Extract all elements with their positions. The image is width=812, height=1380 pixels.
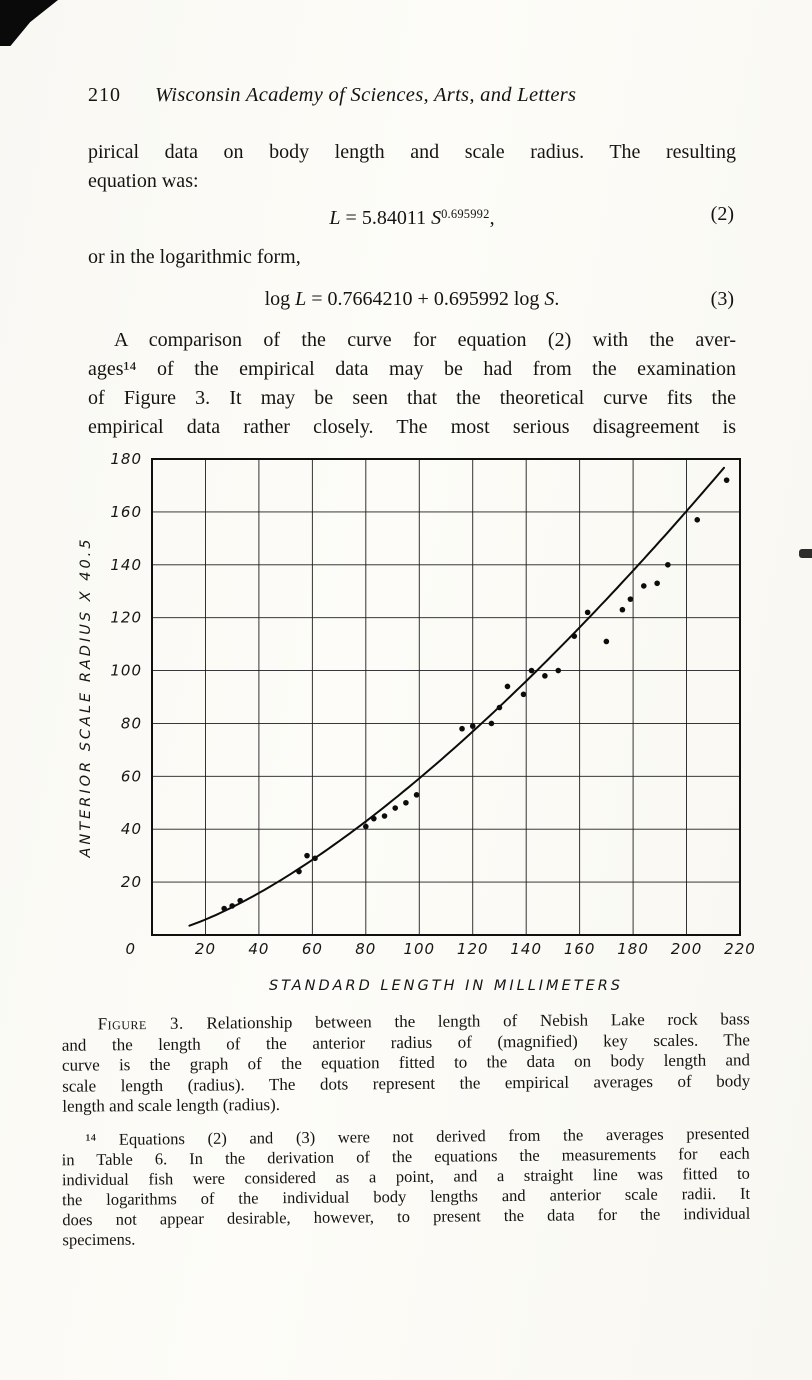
svg-text:120: 120 <box>457 940 489 958</box>
equation-2-expression: L = 5.84011 S0.695992, <box>88 201 736 231</box>
paragraph-intro: pirical data on body length and scale ra… <box>88 138 736 196</box>
journal-title: Wisconsin Academy of Sciences, Arts, and… <box>155 84 577 106</box>
svg-text:140: 140 <box>110 556 142 574</box>
svg-text:20: 20 <box>121 873 142 891</box>
equation-3-terms: = 0.7664210 + 0.695992 log <box>306 288 545 310</box>
svg-text:200: 200 <box>671 940 703 958</box>
svg-text:180: 180 <box>617 940 649 958</box>
svg-text:160: 160 <box>110 503 142 521</box>
svg-text:40: 40 <box>121 820 142 838</box>
svg-text:60: 60 <box>302 940 323 958</box>
svg-text:100: 100 <box>403 940 435 958</box>
footnote-14: ¹⁴ Equations (2) and (3) were not derive… <box>61 1124 751 1251</box>
figure-3: 20 40 60 80 100 120 140 160 180 200 220 20 40 60 80 100… <box>60 445 760 1005</box>
svg-text:220: 220 <box>724 940 756 958</box>
equation-3-log: log <box>264 288 296 310</box>
svg-text:160: 160 <box>564 940 596 958</box>
svg-text:0: 0 <box>125 940 136 958</box>
figure-plot: 20 40 60 80 100 120 140 160 180 200 220 20 40 60 80 100… <box>78 450 756 994</box>
svg-text:120: 120 <box>110 609 142 627</box>
equation-3-punctuation: . <box>554 288 560 310</box>
equation-3: log L = 0.7664210 + 0.695992 log S. (3) <box>88 286 736 312</box>
equation-2: L = 5.84011 S0.695992, (2) <box>88 201 736 231</box>
paragraph-comparison: A comparison of the curve for equation (… <box>88 326 736 442</box>
text-line: equation was: <box>88 170 199 192</box>
equation-3-variable-L: L <box>295 288 307 310</box>
text-line: pirical data on body length and scale ra… <box>88 141 736 163</box>
svg-text:60: 60 <box>121 767 142 785</box>
caption-text: Relationship between the length of Nebis… <box>183 1009 750 1033</box>
svg-text:STANDARD LENGTH IN MILLIMETERS: STANDARD LENGTH IN MILLIMETERS <box>269 978 623 994</box>
svg-text:140: 140 <box>510 940 542 958</box>
connector-line: or in the logarithmic form, <box>88 243 736 272</box>
page-number: 210 <box>88 84 121 106</box>
text-line: A comparison of the curve for equation (… <box>114 329 736 351</box>
equation-2-punctuation: , <box>489 207 495 229</box>
equation-2-variable-S: S <box>431 207 442 229</box>
scan-edge-artifact <box>799 549 812 558</box>
figure-label: Figure 3. <box>97 1013 184 1034</box>
svg-text:40: 40 <box>248 940 269 958</box>
svg-text:20: 20 <box>195 940 216 958</box>
equation-2-exponent: 0.695992 <box>441 207 490 221</box>
equation-2-variable-L: L <box>329 207 341 229</box>
svg-text:100: 100 <box>110 662 142 680</box>
equation-3-variable-S: S <box>544 288 555 310</box>
svg-text:ANTERIOR SCALE RADIUS X 40.5: ANTERIOR SCALE RADIUS X 40.5 <box>78 536 94 858</box>
equation-2-number: (2) <box>710 203 734 225</box>
svg-text:80: 80 <box>355 940 376 958</box>
text-line: or in the logarithmic form, <box>88 246 301 268</box>
equation-2-coefficient: = 5.84011 <box>340 207 432 229</box>
scan-corner-artifact <box>0 0 58 46</box>
text-line: of Figure 3. It may be seen that the the… <box>88 387 736 409</box>
text-line: empirical data rather closely. The most … <box>88 416 736 438</box>
equation-3-number: (3) <box>710 288 734 310</box>
figure-caption: Figure 3. Relationship between the lengt… <box>62 1009 751 1117</box>
svg-text:180: 180 <box>110 450 142 468</box>
page-header: 210 Wisconsin Academy of Sciences, Arts,… <box>88 84 738 107</box>
svg-text:80: 80 <box>121 714 142 732</box>
caption-line: length and scale length (radius). <box>62 1094 281 1116</box>
text-line: ages¹⁴ of the empirical data may be had … <box>88 358 736 380</box>
equation-3-expression: log L = 0.7664210 + 0.695992 log S. <box>88 286 736 312</box>
